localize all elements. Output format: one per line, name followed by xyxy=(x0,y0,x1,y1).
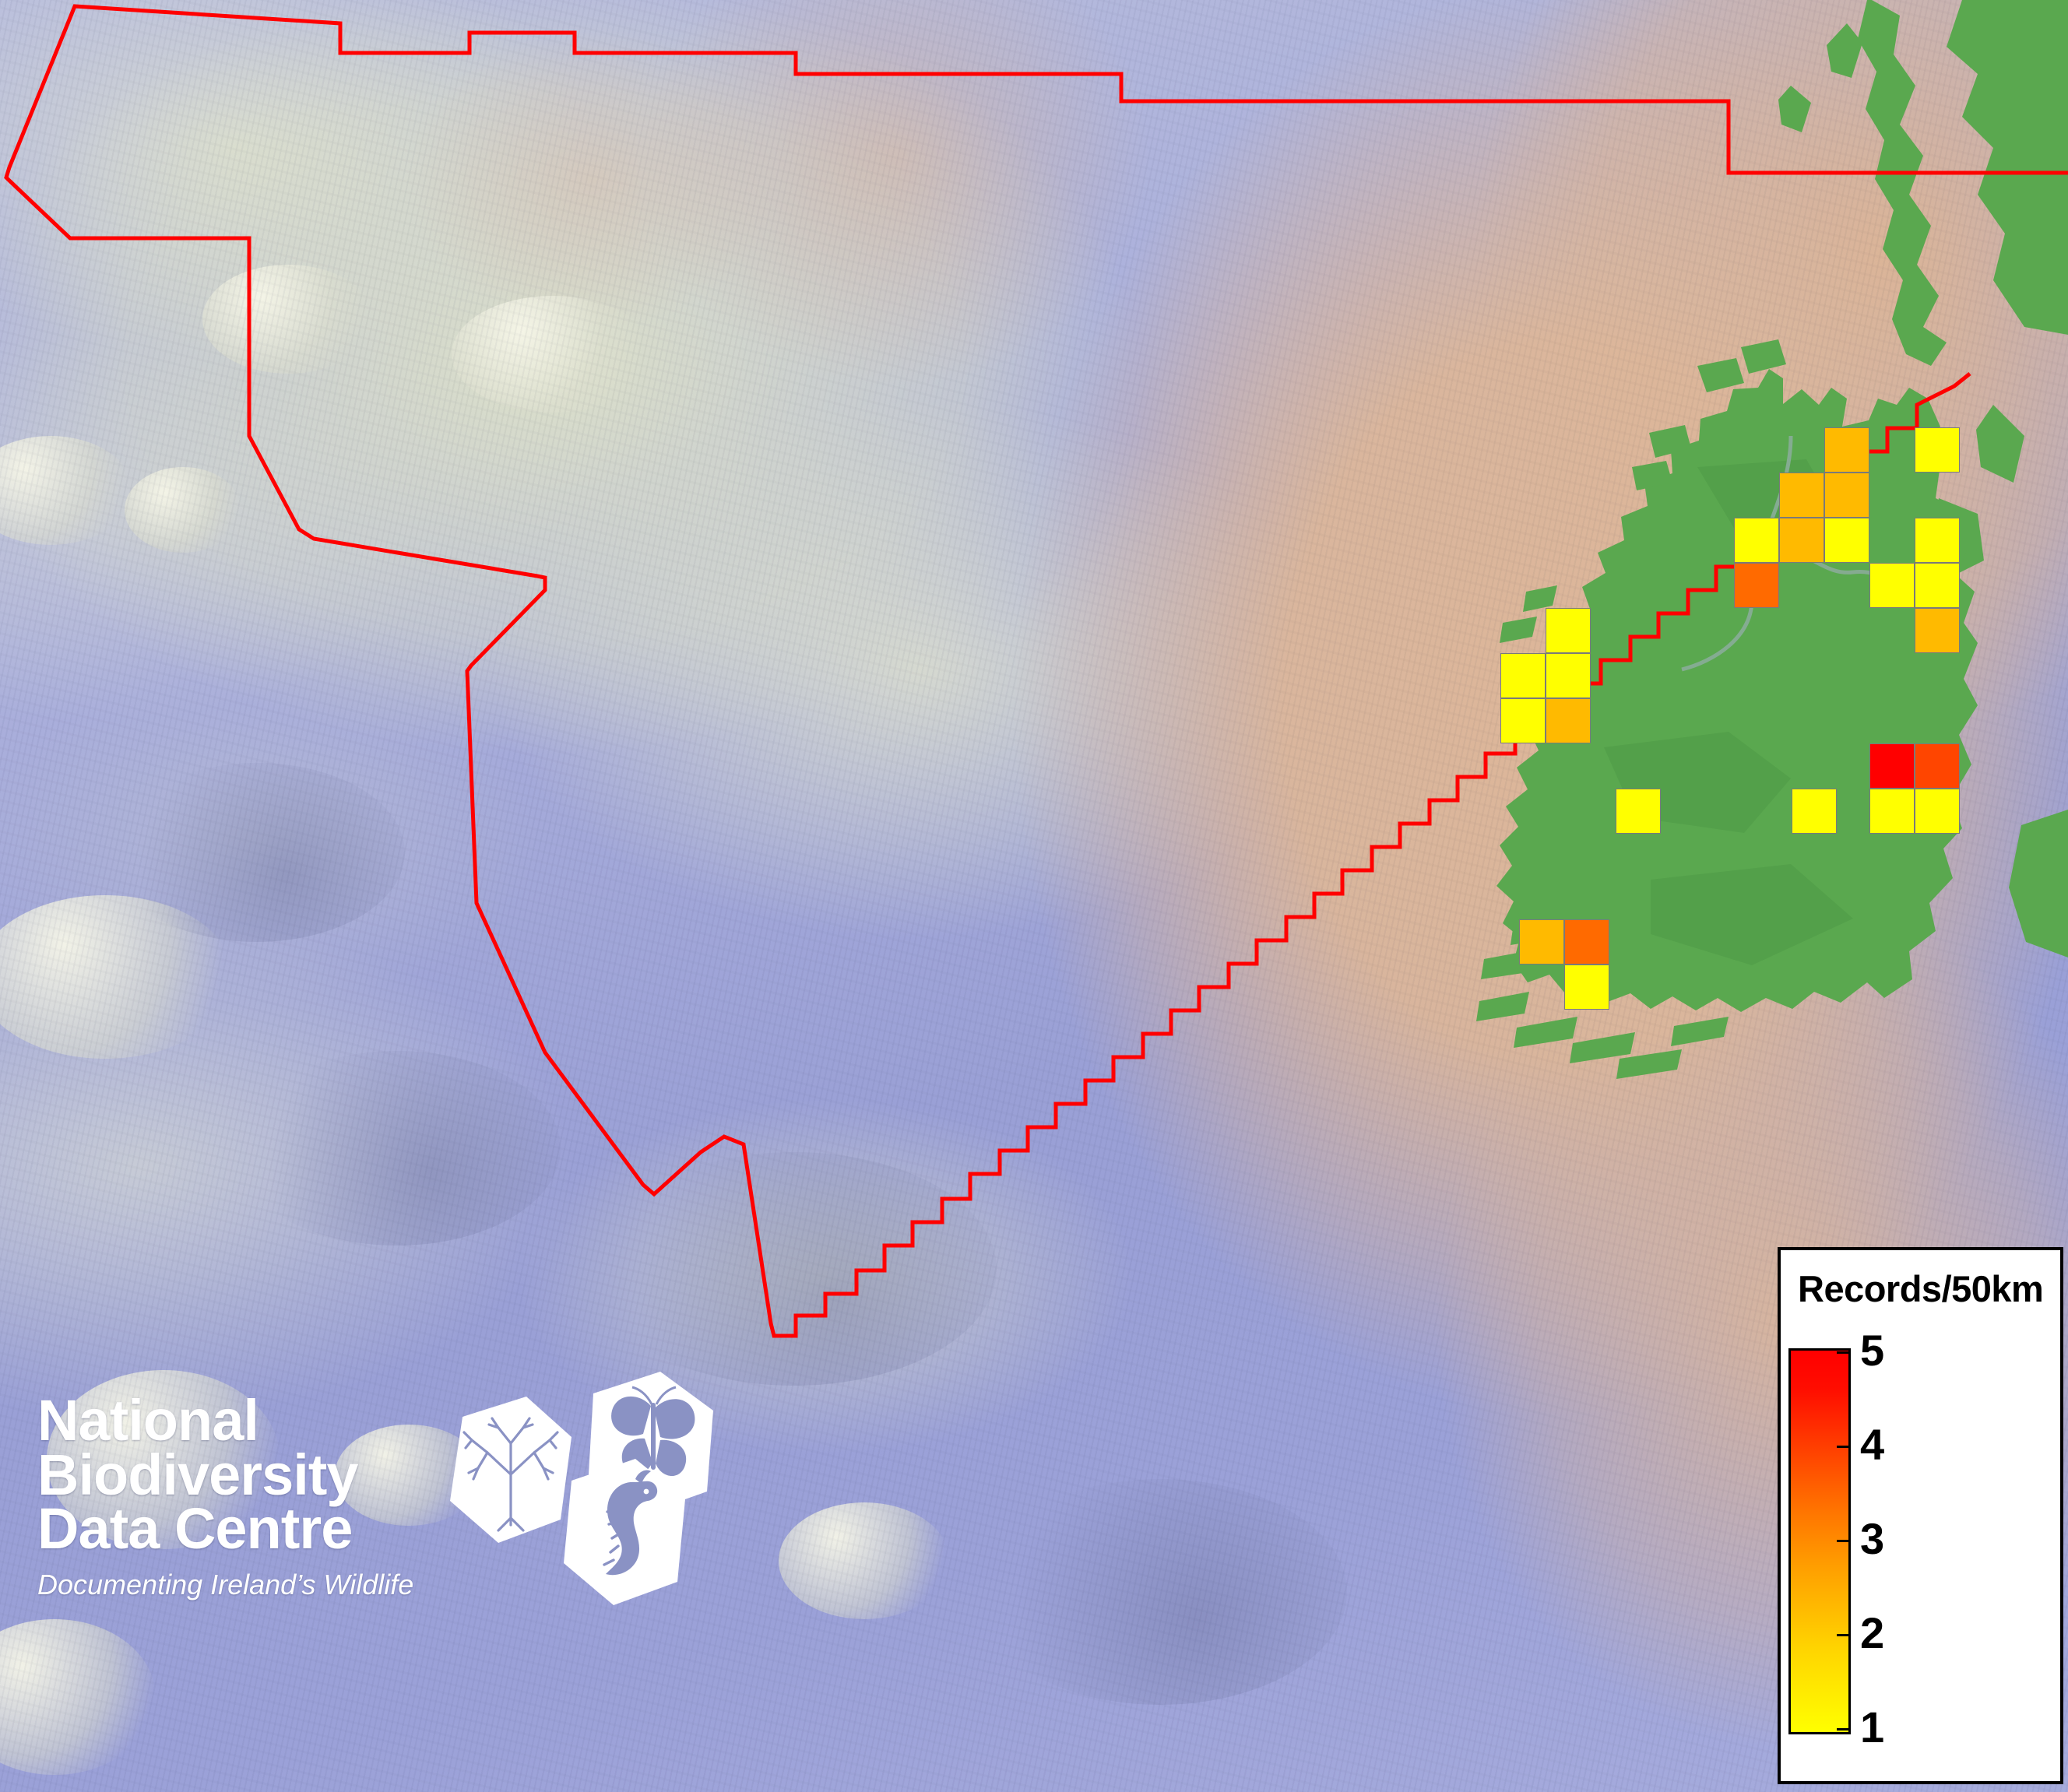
legend-tick-mark xyxy=(1837,1351,1851,1354)
legend-tick-label: 2 xyxy=(1860,1608,1885,1657)
legend-panel: Records/50km 5 4 3 2 1 xyxy=(1778,1247,2063,1784)
seahorse-icon xyxy=(564,1459,685,1605)
record-grid-cell[interactable] xyxy=(1915,563,1960,608)
plant-icon xyxy=(450,1397,572,1543)
record-grid-cell[interactable] xyxy=(1792,789,1837,834)
record-grid-cell[interactable] xyxy=(1915,518,1960,563)
island-small-2 xyxy=(1778,86,1811,132)
record-grid-cell[interactable] xyxy=(1869,743,1915,789)
record-grid-cell[interactable] xyxy=(1519,919,1564,965)
record-grid-cell[interactable] xyxy=(1779,473,1824,518)
record-grid-cell[interactable] xyxy=(1546,653,1591,698)
island-small-3 xyxy=(1976,405,2024,483)
legend-tick-mark xyxy=(1837,1728,1851,1731)
record-grid-cell[interactable] xyxy=(1869,563,1915,608)
record-grid-cell[interactable] xyxy=(1779,518,1824,563)
logo-line-1: National xyxy=(37,1388,259,1453)
ireland-hill-shade-2 xyxy=(1651,864,1853,965)
record-grid-cell[interactable] xyxy=(1500,653,1546,698)
record-grid-cell[interactable] xyxy=(1915,608,1960,653)
legend-tick-mark xyxy=(1837,1446,1851,1448)
record-grid-cell[interactable] xyxy=(1564,919,1609,965)
record-grid-cell[interactable] xyxy=(1564,965,1609,1010)
record-grid-cell[interactable] xyxy=(1734,518,1779,563)
record-grid-cell[interactable] xyxy=(1546,698,1591,743)
record-grid-cell[interactable] xyxy=(1915,427,1960,473)
legend-tick-label: 5 xyxy=(1860,1325,1885,1375)
logo-hexagon-marks xyxy=(450,1372,713,1605)
ireland-northwest-detail xyxy=(1632,339,1786,490)
wales-land xyxy=(2009,810,2068,957)
record-grid-cell[interactable] xyxy=(1915,789,1960,834)
legend-tick-label: 4 xyxy=(1860,1419,1885,1469)
record-grid-cell[interactable] xyxy=(1500,698,1546,743)
nbdc-logo: National Biodiversity Data Centre Docume… xyxy=(37,1372,713,1759)
legend-tick-mark xyxy=(1837,1634,1851,1636)
record-grid-cell[interactable] xyxy=(1824,518,1869,563)
record-grid-cell[interactable] xyxy=(1616,789,1661,834)
scotland-land xyxy=(1947,0,2068,335)
record-grid-cell[interactable] xyxy=(1869,789,1915,834)
record-grid-cell[interactable] xyxy=(1824,473,1869,518)
legend-tick-mark xyxy=(1837,1540,1851,1542)
legend-tick-label: 3 xyxy=(1860,1513,1885,1563)
ireland-west-peninsulas xyxy=(1476,585,1729,1079)
hebrides-land xyxy=(1858,0,1947,366)
record-grid-cell[interactable] xyxy=(1734,563,1779,608)
logo-line-2: Biodiversity xyxy=(37,1442,359,1507)
legend-title: Records/50km xyxy=(1798,1268,2044,1309)
record-grid-cell[interactable] xyxy=(1915,743,1960,789)
record-grid-cell[interactable] xyxy=(1824,427,1869,473)
legend-tick-label: 1 xyxy=(1860,1702,1885,1752)
logo-line-3: Data Centre xyxy=(37,1496,353,1562)
logo-tagline: Documenting Ireland’s Wildlife xyxy=(37,1568,414,1601)
record-grid-cell[interactable] xyxy=(1546,608,1591,653)
island-small-1 xyxy=(1827,23,1862,78)
